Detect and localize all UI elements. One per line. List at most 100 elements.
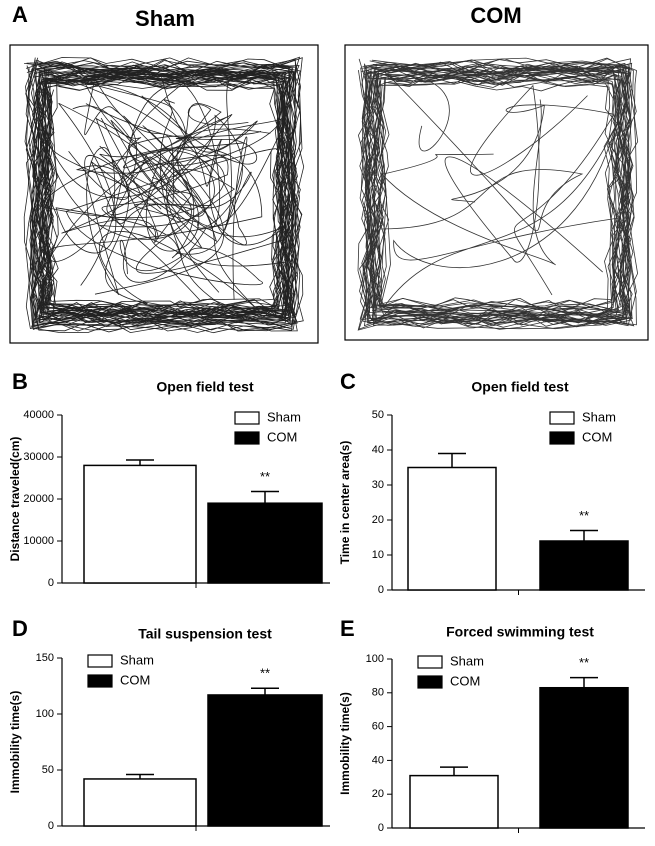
y-tick-label: 150 [36,652,54,664]
track-line [61,99,245,243]
panel-label: D [12,616,28,641]
track-line [41,76,286,315]
significance: ** [260,469,270,484]
y-tick-label: 20 [372,788,384,800]
track-line [365,63,632,326]
y-tick-label: 10 [372,549,384,561]
track-line [39,113,282,274]
panel-label: E [340,616,355,641]
track-line [363,63,631,324]
y-tick-label: 60 [372,721,384,733]
legend-swatch [234,411,260,425]
y-tick-label: 20000 [23,493,54,505]
y-tick-label: 40 [372,754,384,766]
y-axis-label: Immobility time(s) [8,691,22,794]
y-tick-label: 30000 [23,451,54,463]
bar [539,686,629,829]
y-tick-label: 40 [372,444,384,456]
track-line [68,103,222,210]
y-tick-label: 100 [36,708,54,720]
significance: ** [260,666,270,681]
y-tick-label: 10000 [23,535,54,547]
chart-title: Forced swimming test [446,624,594,640]
track-line [360,58,638,330]
y-tick-label: 0 [48,577,54,589]
y-tick-label: 20 [372,514,384,526]
chart-title: Open field test [471,379,569,395]
bar [409,774,499,829]
track-line [94,77,234,295]
track-line [25,57,302,333]
y-tick-label: 0 [48,820,54,832]
bar [539,540,629,591]
bar [207,694,323,827]
chart-title: Open field test [156,379,254,395]
significance: ** [579,508,589,523]
track-line [45,83,283,313]
y-axis-label: Immobility time(s) [338,692,352,795]
tracks [23,56,639,334]
legend-label: Sham [120,652,154,667]
y-axis-label: Distance traveled(cm) [8,437,22,562]
track-line [360,61,635,327]
legend-swatch [87,674,113,688]
legend-swatch [549,431,575,445]
y-tick-label: 40000 [23,409,54,421]
track-line [373,71,624,317]
bar [83,778,197,827]
bar [207,502,323,584]
legend-swatch [417,655,443,669]
track-line [377,77,618,310]
track-line [451,104,615,296]
significance: ** [579,655,589,670]
track-line [380,73,584,232]
legend-label: COM [267,429,297,444]
track-line [23,56,301,334]
legend-swatch [417,675,443,689]
legend-label: Sham [582,409,616,424]
track-line [30,64,295,324]
track-line [134,114,243,293]
track-line [37,69,290,318]
legend-label: Sham [267,409,301,424]
legend-label: Sham [450,653,484,668]
track-line [364,63,630,325]
track-line [444,84,603,273]
track-line [125,136,252,300]
legend-label: COM [450,673,480,688]
arena-frame [9,44,319,344]
panel-label: B [12,369,28,394]
track-line [46,77,174,262]
legend-swatch [234,431,260,445]
chart-title: Tail suspension test [138,626,272,642]
y-tick-label: 100 [366,653,384,665]
track-line [72,95,286,246]
track-title: Sham [135,6,195,31]
panel-label: C [340,369,356,394]
bar [83,464,197,584]
track-line [65,148,286,286]
legend-swatch [87,654,113,668]
y-tick-label: 0 [378,822,384,834]
y-tick-label: 30 [372,479,384,491]
bar [407,466,497,591]
y-tick-label: 50 [42,764,54,776]
track-line [39,146,263,272]
y-axis-label: Time in center area(s) [338,441,352,565]
arena-frame [344,44,649,341]
track-title: COM [470,3,521,28]
track-line [32,66,297,327]
track-line [374,74,620,313]
track-line [382,127,617,309]
legend-label: COM [582,429,612,444]
track-line [381,99,556,266]
track-line [357,57,637,331]
legend-label: COM [120,672,150,687]
legend-swatch [549,411,575,425]
panel-label: A [12,2,28,27]
y-tick-label: 0 [378,584,384,596]
y-tick-label: 80 [372,687,384,699]
track-line [43,76,284,311]
y-tick-label: 50 [372,409,384,421]
